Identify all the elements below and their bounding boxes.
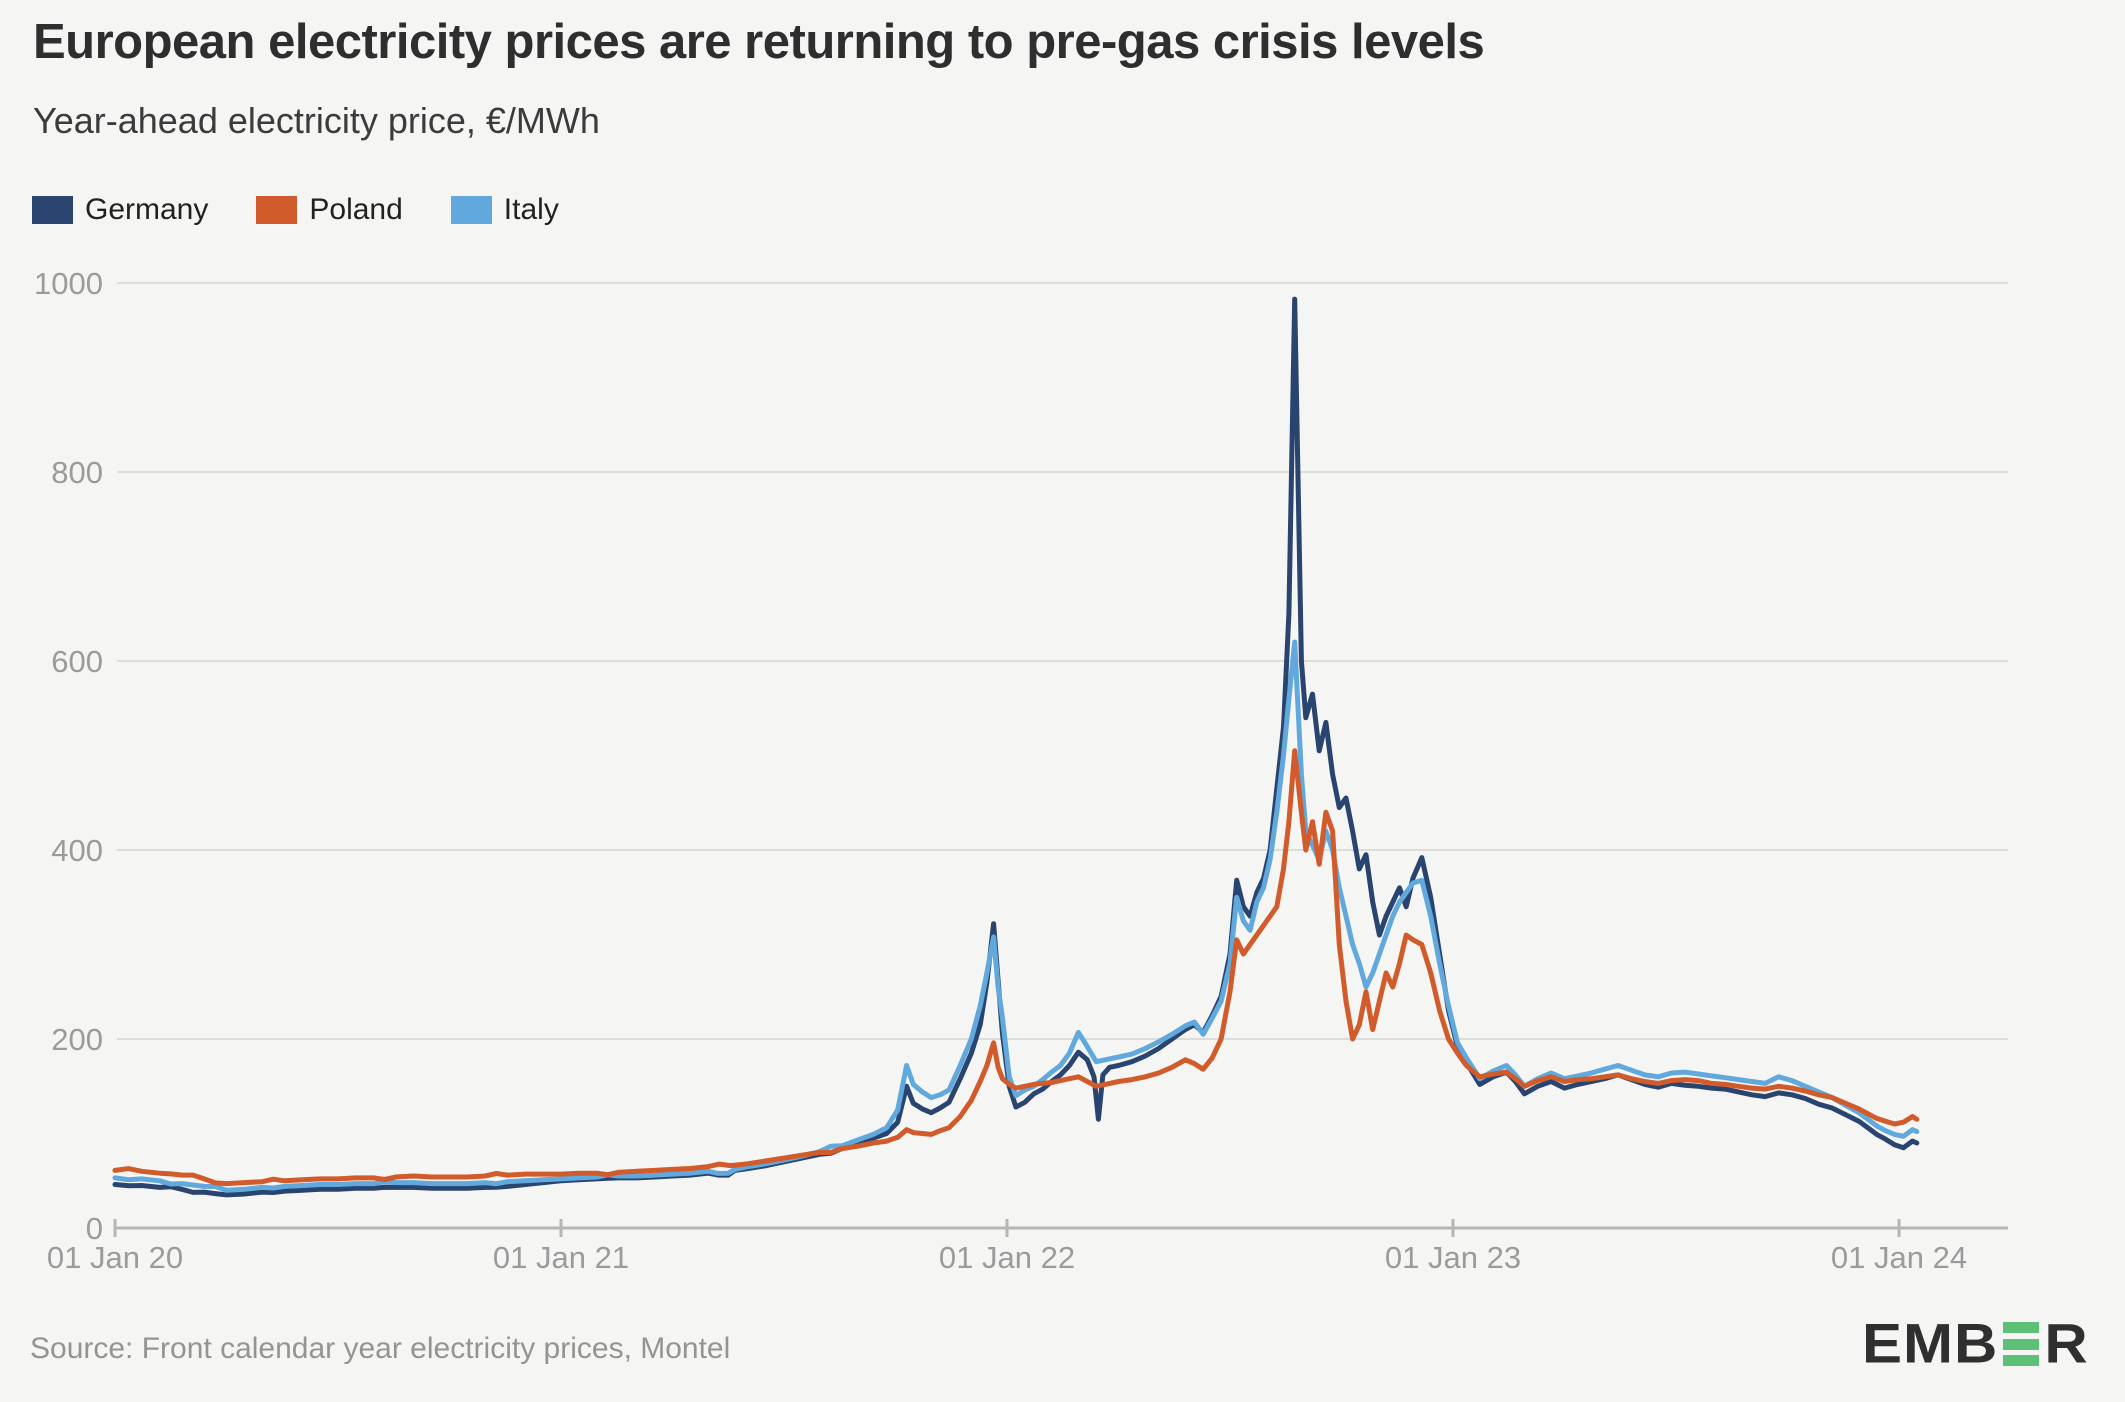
y-tick-label-1000: 1000 xyxy=(34,266,103,301)
x-tick-label-01-Jan-23: 01 Jan 23 xyxy=(1385,1240,1521,1275)
legend-swatch-icon xyxy=(32,196,73,224)
x-tick-label-01-Jan-22: 01 Jan 22 xyxy=(939,1240,1075,1275)
series-line-germany xyxy=(112,296,1920,1198)
series-line-poland xyxy=(112,748,1920,1187)
legend-label: Poland xyxy=(309,193,403,226)
legend-item-poland[interactable]: Poland xyxy=(256,193,403,227)
legend-label: Italy xyxy=(503,193,559,226)
y-tick-label-600: 600 xyxy=(51,644,103,679)
y-tick-label-0: 0 xyxy=(86,1211,103,1246)
x-tick-label-01-Jan-24: 01 Jan 24 xyxy=(1831,1240,1967,1275)
y-tick-label-800: 800 xyxy=(51,455,103,490)
chart-legend: Germany Poland Italy xyxy=(32,193,559,227)
legend-item-italy[interactable]: Italy xyxy=(450,193,559,227)
source-note: Source: Front calendar year electricity … xyxy=(30,1332,731,1365)
ember-logo-letters-emb: EMB xyxy=(1862,1312,1999,1375)
ember-logo-green-e-icon xyxy=(2003,1322,2040,1366)
x-tick-label-01-Jan-20: 01 Jan 20 xyxy=(47,1240,183,1275)
ember-logo-green-bar xyxy=(2003,1355,2040,1366)
ember-logo-green-bar xyxy=(2003,1338,2040,1350)
chart-subtitle: Year-ahead electricity price, €/MWh xyxy=(33,100,600,141)
series-line-italy xyxy=(112,639,1920,1193)
ember-logo-green-bar xyxy=(2003,1322,2040,1333)
ember-logo: EMB R xyxy=(1862,1312,2089,1375)
ember-logo-letters-r: R xyxy=(2044,1312,2089,1375)
y-tick-label-200: 200 xyxy=(51,1022,103,1057)
x-tick-label-01-Jan-21: 01 Jan 21 xyxy=(493,1240,629,1275)
legend-swatch-icon xyxy=(450,196,492,224)
page-title: European electricity prices are returnin… xyxy=(33,15,1485,69)
legend-label: Germany xyxy=(85,193,209,226)
legend-swatch-icon xyxy=(256,196,298,224)
y-tick-label-400: 400 xyxy=(51,833,103,868)
legend-item-germany[interactable]: Germany xyxy=(32,193,208,227)
